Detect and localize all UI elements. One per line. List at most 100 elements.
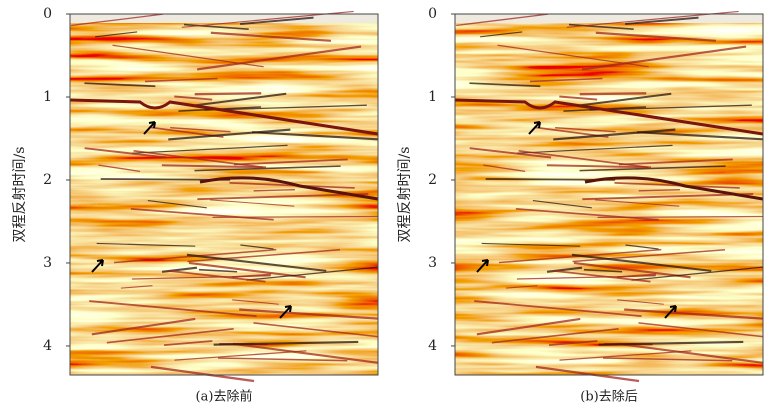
reflector (535, 365, 640, 383)
reflector (474, 300, 642, 318)
reflector (546, 164, 652, 169)
reflector (150, 365, 255, 383)
reflector (505, 285, 538, 289)
reflector (112, 44, 264, 68)
reflector (481, 242, 581, 247)
strong-reflector (199, 176, 379, 201)
reflector (638, 322, 764, 338)
arrow (528, 121, 541, 135)
y-tick-label: 0 (43, 6, 52, 22)
reflector (96, 242, 196, 247)
reflector (233, 158, 348, 166)
reflector (532, 200, 592, 209)
y-axis-label: 双程反射时间/s (397, 147, 413, 243)
y-tick-label: 0 (428, 6, 437, 22)
reflector (233, 342, 379, 364)
reflector (89, 300, 257, 318)
reflector (253, 189, 295, 192)
y-tick-label: 1 (43, 89, 52, 105)
reflector (595, 31, 717, 42)
reflector (624, 308, 764, 320)
reflector (571, 253, 712, 272)
seismic-image (69, 10, 379, 383)
reflector (515, 208, 659, 221)
reflector (579, 165, 726, 172)
reflector (469, 147, 552, 159)
reflector (559, 350, 692, 361)
reflector (597, 215, 764, 219)
reflector (213, 340, 359, 346)
reflector (476, 317, 581, 336)
reflector (106, 327, 234, 344)
reflector (163, 340, 213, 347)
reflector (491, 327, 619, 344)
y-tick-label: 2 (43, 172, 52, 188)
reflector (131, 275, 271, 280)
reflector (84, 147, 167, 159)
reflector (559, 95, 598, 101)
reflector (618, 158, 733, 166)
reflector (209, 199, 295, 207)
top-band (70, 14, 378, 23)
reflector (144, 77, 218, 83)
reflector (483, 164, 526, 173)
reflector (253, 322, 379, 338)
caption: (b)去除后 (580, 390, 637, 405)
reflector (546, 266, 583, 273)
reflector (161, 266, 198, 273)
top-band (455, 14, 763, 23)
strong-reflector (69, 98, 379, 136)
strong-reflector (584, 176, 764, 201)
reflector (212, 215, 379, 219)
reflector (637, 131, 764, 141)
y-tick-label: 1 (428, 89, 437, 105)
reflector (598, 340, 744, 346)
y-tick-label: 4 (43, 338, 52, 354)
reflector (573, 261, 691, 279)
reflector (594, 199, 680, 207)
reflector (529, 77, 603, 83)
reflector (618, 342, 764, 364)
reflector (456, 13, 549, 27)
reflector (240, 244, 274, 250)
caption: (a)去除前 (196, 389, 253, 405)
reflector (186, 253, 327, 272)
reflector (168, 128, 291, 141)
reflector (95, 31, 138, 38)
reflector (589, 104, 752, 111)
reflector (469, 82, 541, 88)
reflector (130, 208, 274, 221)
frame (454, 13, 764, 376)
reflector (568, 23, 634, 31)
reflector (516, 144, 673, 154)
reflector (638, 189, 680, 192)
arrow (664, 305, 677, 319)
reflector (198, 268, 238, 273)
reflector (579, 92, 647, 96)
reflector (168, 270, 266, 283)
reflector (232, 299, 279, 305)
reflector (120, 285, 153, 289)
reflector (246, 266, 379, 281)
y-tick-label: 4 (428, 338, 437, 354)
reflector (84, 82, 156, 88)
strong-reflector (454, 98, 764, 136)
arrow (143, 121, 156, 135)
reflector (147, 200, 207, 209)
reflector (187, 248, 341, 263)
reflector (174, 95, 213, 101)
reflector (583, 268, 623, 273)
reflector (581, 45, 747, 71)
reflector (196, 45, 362, 71)
reflector (194, 92, 262, 96)
reflector (218, 357, 348, 362)
reflector (131, 144, 288, 154)
reflector (480, 31, 523, 38)
reflector (497, 44, 649, 68)
arrow (91, 259, 104, 273)
seismic-image (454, 10, 764, 383)
reflector (91, 317, 196, 336)
reflector (197, 192, 369, 201)
arrow (476, 259, 489, 273)
